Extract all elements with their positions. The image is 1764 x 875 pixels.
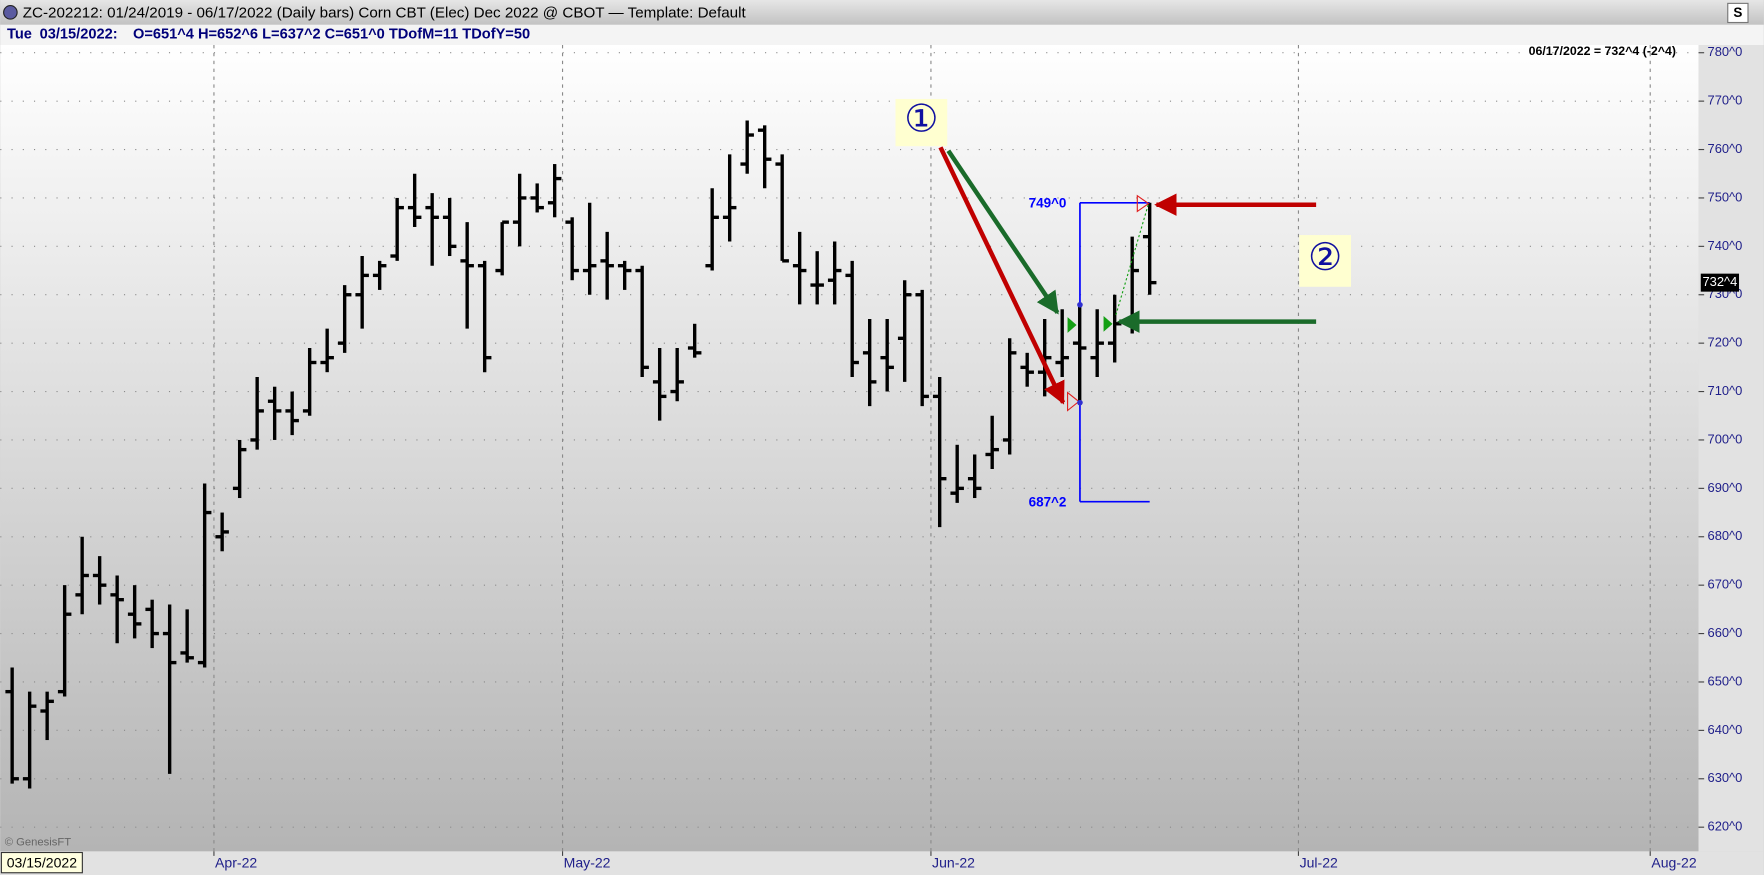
watermark: © GenesisFT <box>5 836 71 848</box>
last-price-box <box>1700 273 1740 292</box>
y-tick-label: 740^0 <box>1708 238 1743 253</box>
y-tick-label: 620^0 <box>1708 819 1743 834</box>
cursor-date-box <box>0 851 83 874</box>
y-tick-label: 690^0 <box>1708 480 1743 495</box>
y-tick-label: 750^0 <box>1708 189 1743 204</box>
callout-box <box>1299 235 1351 287</box>
last-value-label: 06/17/2022 = 732^4 (-2^4) <box>1529 44 1676 58</box>
y-tick-label: 680^0 <box>1708 528 1743 543</box>
app-icon <box>3 5 18 20</box>
marker <box>1077 399 1083 406</box>
y-tick-label: 780^0 <box>1708 44 1743 59</box>
callout-box <box>895 98 948 147</box>
level-label: 749^0 <box>1029 195 1067 210</box>
title-bar <box>0 0 1764 25</box>
info-values: O=651^4 H=652^6 L=637^2 C=651^0 TDofM=11… <box>133 27 530 43</box>
window-title: ZC-202212: 01/24/2019 - 06/17/2022 (Dail… <box>23 5 747 22</box>
x-tick-label: Jun-22 <box>932 854 975 870</box>
callout: ② <box>1308 236 1342 279</box>
arrow <box>946 149 1060 315</box>
last-price-label: 732^4 <box>1702 274 1737 289</box>
x-tick-label: May-22 <box>564 854 611 870</box>
cursor-date: 03/15/2022 <box>7 854 77 870</box>
marker <box>1103 316 1113 332</box>
button[interactable] <box>1727 2 1749 24</box>
button-label[interactable]: S <box>1733 5 1742 20</box>
y-tick-label: 710^0 <box>1708 383 1743 398</box>
x-tick-label: Jul-22 <box>1300 854 1338 870</box>
marker <box>1077 301 1083 308</box>
y-tick-label: 700^0 <box>1708 431 1743 446</box>
x-tick-label: Aug-22 <box>1651 854 1696 870</box>
y-axis-panel <box>1698 44 1764 852</box>
connector <box>1115 203 1150 316</box>
x-axis-panel <box>0 851 1764 875</box>
annotations: ① ② <box>895 98 1351 412</box>
y-tick-label: 770^0 <box>1708 93 1743 108</box>
y-tick-label: 640^0 <box>1708 722 1743 737</box>
y-tick-label: 760^0 <box>1708 141 1743 156</box>
plot-area <box>0 44 1699 852</box>
info-date: 03/15/2022: <box>40 27 118 43</box>
marker <box>1067 391 1080 412</box>
y-tick-label: 660^0 <box>1708 625 1743 640</box>
marker <box>1067 317 1077 333</box>
level-label: 687^2 <box>1029 494 1067 509</box>
y-tick-label: 670^0 <box>1708 577 1743 592</box>
y-tick-label: 650^0 <box>1708 673 1743 688</box>
arrow <box>938 146 1066 405</box>
y-tick-label: 630^0 <box>1708 770 1743 785</box>
marker <box>1136 194 1150 213</box>
info-bar <box>0 24 1764 45</box>
callout: ① <box>904 98 938 141</box>
y-tick-label: 720^0 <box>1708 335 1743 350</box>
x-tick-label: Apr-22 <box>215 854 257 870</box>
info-day: Tue <box>7 27 32 43</box>
